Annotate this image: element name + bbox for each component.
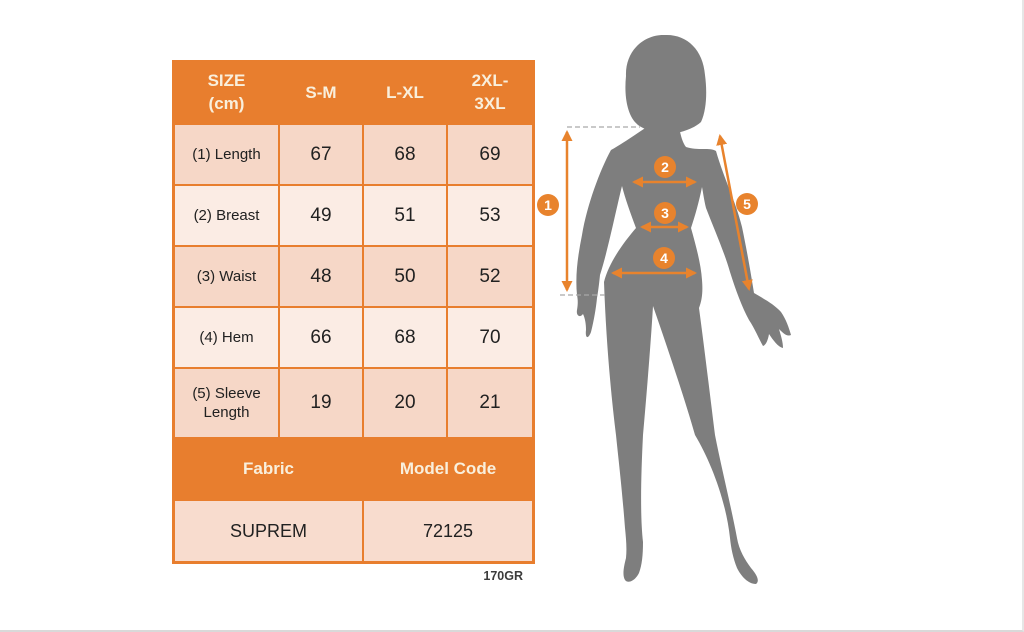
row-length-sm: 67 xyxy=(280,125,362,184)
marker-2-label: 2 xyxy=(661,159,669,175)
row-sleeve-label: (5) Sleeve Length xyxy=(175,369,278,437)
weight-footnote: 170GR xyxy=(483,569,523,583)
silhouette-body xyxy=(576,121,791,584)
row-waist-lxl: 50 xyxy=(364,247,446,306)
marker-4-label: 4 xyxy=(660,250,668,266)
marker-4-circle xyxy=(653,247,675,269)
row-sleeve-2xl3xl: 21 xyxy=(448,369,532,437)
measurement-markers: 1 2 3 4 5 xyxy=(537,156,758,269)
row-breast-2xl3xl: 53 xyxy=(448,186,532,245)
marker-1-label: 1 xyxy=(544,197,552,213)
row-hem-lxl: 68 xyxy=(364,308,446,367)
row-length-2xl3xl: 69 xyxy=(448,125,532,184)
fabric-value: SUPREM xyxy=(175,501,362,561)
row-hem-2xl3xl: 70 xyxy=(448,308,532,367)
header-s-m: S-M xyxy=(280,63,362,123)
row-breast-lxl: 51 xyxy=(364,186,446,245)
female-silhouette xyxy=(576,34,791,584)
row-breast-sm: 49 xyxy=(280,186,362,245)
sleeve-arrow xyxy=(716,134,753,291)
size-chart-table: SIZE (cm) S-M L-XL 2XL- 3XL (1) Length 6… xyxy=(172,60,535,564)
row-length-lxl: 68 xyxy=(364,125,446,184)
marker-1-circle xyxy=(537,194,559,216)
model-code-header: Model Code xyxy=(364,439,532,499)
body-measurement-diagram: 1 2 3 4 5 xyxy=(537,34,791,584)
model-code-value: 72125 xyxy=(364,501,532,561)
row-sleeve-sm: 19 xyxy=(280,369,362,437)
row-sleeve-lxl: 20 xyxy=(364,369,446,437)
header-2xl-3xl: 2XL- 3XL xyxy=(448,63,532,123)
header-size-cm: SIZE (cm) xyxy=(175,63,278,123)
row-waist-2xl3xl: 52 xyxy=(448,247,532,306)
row-hem-label: (4) Hem xyxy=(175,308,278,367)
row-hem-sm: 66 xyxy=(280,308,362,367)
marker-3-label: 3 xyxy=(661,205,669,221)
marker-5-label: 5 xyxy=(743,196,751,212)
row-length-label: (1) Length xyxy=(175,125,278,184)
header-l-xl: L-XL xyxy=(364,63,446,123)
row-waist-label: (3) Waist xyxy=(175,247,278,306)
row-waist-sm: 48 xyxy=(280,247,362,306)
silhouette-head xyxy=(625,34,707,134)
fabric-header: Fabric xyxy=(175,439,362,499)
marker-5-circle xyxy=(736,193,758,215)
marker-3-circle xyxy=(654,202,676,224)
row-breast-label: (2) Breast xyxy=(175,186,278,245)
marker-2-circle xyxy=(654,156,676,178)
